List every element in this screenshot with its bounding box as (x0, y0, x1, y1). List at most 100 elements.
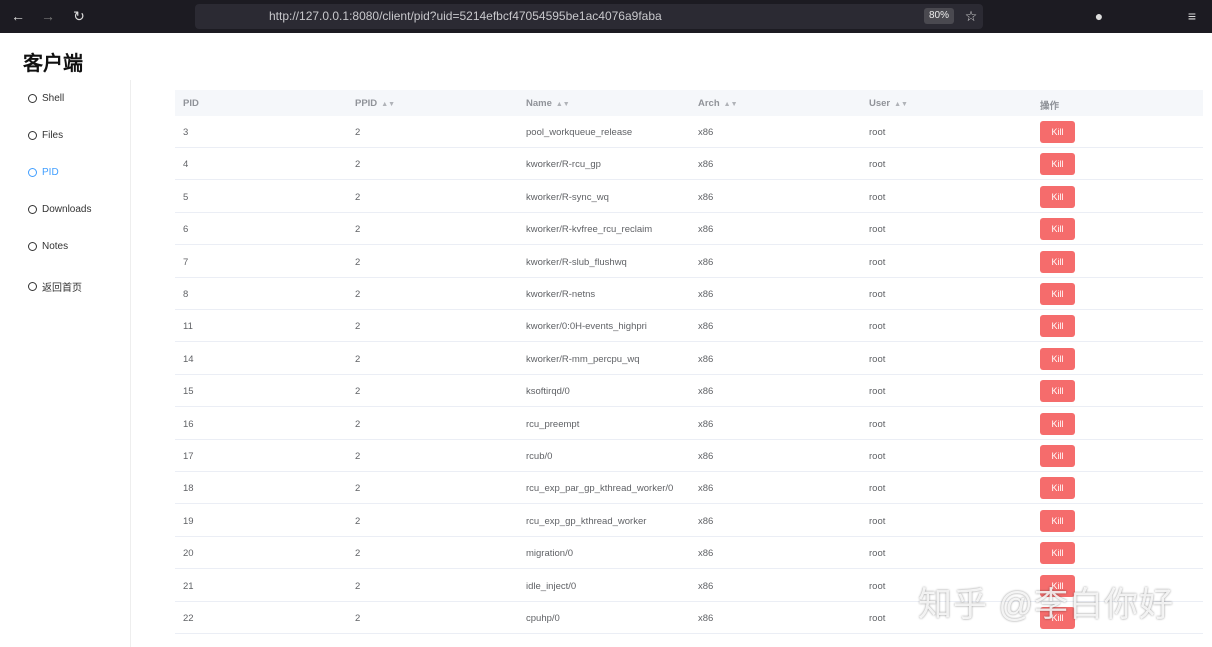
table-cell: 17 (183, 451, 194, 462)
table-cell: root (869, 321, 886, 333)
table-row: 4 2 kworker/R-rcu_gp x86 root Kill (175, 148, 1203, 181)
table-cell: rcub/0 (526, 451, 553, 462)
sort-icon[interactable]: ▲▼ (381, 101, 396, 108)
table-cell: kworker/0:0H-events_highpri (526, 321, 647, 333)
table-cell: root (869, 256, 886, 268)
nav-item[interactable]: PID (28, 167, 59, 178)
table-row: 20 2 migration/0 x86 root Kill (175, 537, 1203, 570)
table-cell: root (869, 224, 886, 236)
menu-button[interactable]: ≡ (1187, 8, 1197, 24)
nav-item[interactable]: Shell (28, 93, 64, 104)
table-cell: x86 (698, 191, 714, 203)
table-cell: root (869, 580, 886, 592)
kill-button[interactable]: Kill (1040, 509, 1075, 532)
back-button[interactable]: ← (11, 8, 25, 24)
table-cell: 2 (355, 321, 361, 333)
column-label: PID (183, 98, 199, 109)
table-cell: 2 (355, 580, 361, 592)
kill-button[interactable]: Kill (1040, 283, 1075, 305)
table-cell: root (869, 418, 886, 430)
table-cell: root (869, 515, 886, 527)
table-cell: 2 (355, 353, 361, 365)
kill-button[interactable]: Kill (1040, 574, 1075, 597)
table-row: 11 2 kworker/0:0H-events_highpri x86 root Kil… (175, 310, 1203, 343)
account-button[interactable]: ● (1094, 8, 1104, 24)
column-label: 操作 (1040, 101, 1060, 112)
sort-icon[interactable]: ▲▼ (894, 101, 908, 108)
table-cell: 16 (183, 418, 194, 430)
kill-button[interactable]: Kill (1040, 542, 1075, 565)
column-header[interactable]: Arch ▲▼ (698, 98, 738, 109)
column-header[interactable]: PPID ▲▼ (355, 98, 395, 109)
table-cell: x86 (698, 613, 714, 624)
kill-button[interactable]: Kill (1040, 445, 1075, 467)
table-cell: kworker/R-netns (526, 289, 596, 300)
kill-button[interactable]: Kill (1040, 121, 1075, 143)
nav-item[interactable]: 返回首页 (28, 279, 82, 294)
sort-icon[interactable]: ▲▼ (555, 101, 570, 108)
table-cell: 2 (355, 224, 361, 236)
nav-icon (28, 282, 37, 291)
table-cell: root (869, 483, 886, 495)
table-row: 14 2 kworker/R-mm_percpu_wq x86 root Kill (175, 343, 1203, 375)
column-label: PPID (355, 98, 378, 109)
column-header[interactable]: User ▲▼ (869, 98, 908, 109)
kill-button[interactable]: Kill (1040, 347, 1075, 370)
zoom-level[interactable]: 80% (924, 8, 954, 24)
table-cell: 2 (355, 515, 361, 527)
table-cell: x86 (698, 159, 714, 171)
table-cell: 2 (355, 418, 361, 430)
reload-button[interactable]: ↻ (73, 8, 85, 24)
forward-button[interactable]: → (41, 8, 55, 24)
table-cell: x86 (698, 289, 714, 300)
kill-button[interactable]: Kill (1040, 153, 1075, 176)
table-row: 19 2 rcu_exp_gp_kthread_worker x86 root Kill (175, 505, 1203, 537)
table-cell: 2 (355, 256, 361, 268)
table-cell: 2 (355, 159, 361, 171)
table-row: 3 2 pool_workqueue_release x86 root Kill (175, 116, 1203, 148)
table-cell: x86 (698, 451, 714, 462)
kill-button[interactable]: Kill (1040, 185, 1075, 208)
table-cell: 21 (183, 580, 194, 592)
kill-button[interactable]: Kill (1040, 315, 1075, 338)
bookmark-star[interactable]: ☆ (964, 8, 978, 24)
column-header[interactable]: Name ▲▼ (526, 98, 570, 109)
nav-icon (28, 94, 37, 103)
kill-button[interactable]: Kill (1040, 250, 1075, 273)
table-cell: 15 (183, 386, 194, 398)
nav-label: Downloads (42, 204, 92, 215)
kill-button[interactable]: Kill (1040, 477, 1075, 500)
table-cell: 19 (183, 515, 194, 527)
table-cell: root (869, 613, 886, 624)
nav-label: 返回首页 (42, 283, 82, 294)
table-cell: root (869, 159, 886, 171)
kill-button[interactable]: Kill (1040, 607, 1075, 629)
table-cell: kworker/R-kvfree_rcu_reclaim (526, 224, 653, 236)
nav-item[interactable]: Files (28, 130, 63, 141)
table-cell: pool_workqueue_release (526, 127, 633, 138)
table-cell: 14 (183, 353, 194, 365)
kill-button[interactable]: Kill (1040, 218, 1075, 241)
nav-item[interactable]: Notes (28, 241, 68, 252)
table-cell: x86 (698, 256, 714, 268)
column-label: Name (526, 98, 552, 109)
table-cell: root (869, 353, 886, 365)
table-cell: 8 (183, 289, 189, 300)
table-cell: x86 (698, 418, 714, 430)
table-cell: 11 (183, 321, 193, 333)
table-cell: rcu_preempt (526, 418, 580, 430)
table-row: 17 2 rcub/0 x86 root Kill (175, 440, 1203, 472)
table-cell: x86 (698, 224, 714, 236)
address-bar[interactable] (195, 4, 983, 29)
sort-icon[interactable]: ▲▼ (723, 101, 738, 108)
sidebar: Shell Files PID Downloads Notes 返回首页 (0, 80, 131, 647)
nav-label: Notes (42, 241, 69, 252)
nav-label: PID (42, 167, 59, 178)
kill-button[interactable]: Kill (1040, 380, 1075, 403)
table-cell: x86 (698, 483, 714, 495)
kill-button[interactable]: Kill (1040, 412, 1075, 435)
nav-item[interactable]: Downloads (28, 204, 91, 215)
table-cell: kworker/R-rcu_gp (526, 159, 601, 171)
table-cell: 2 (355, 613, 361, 624)
